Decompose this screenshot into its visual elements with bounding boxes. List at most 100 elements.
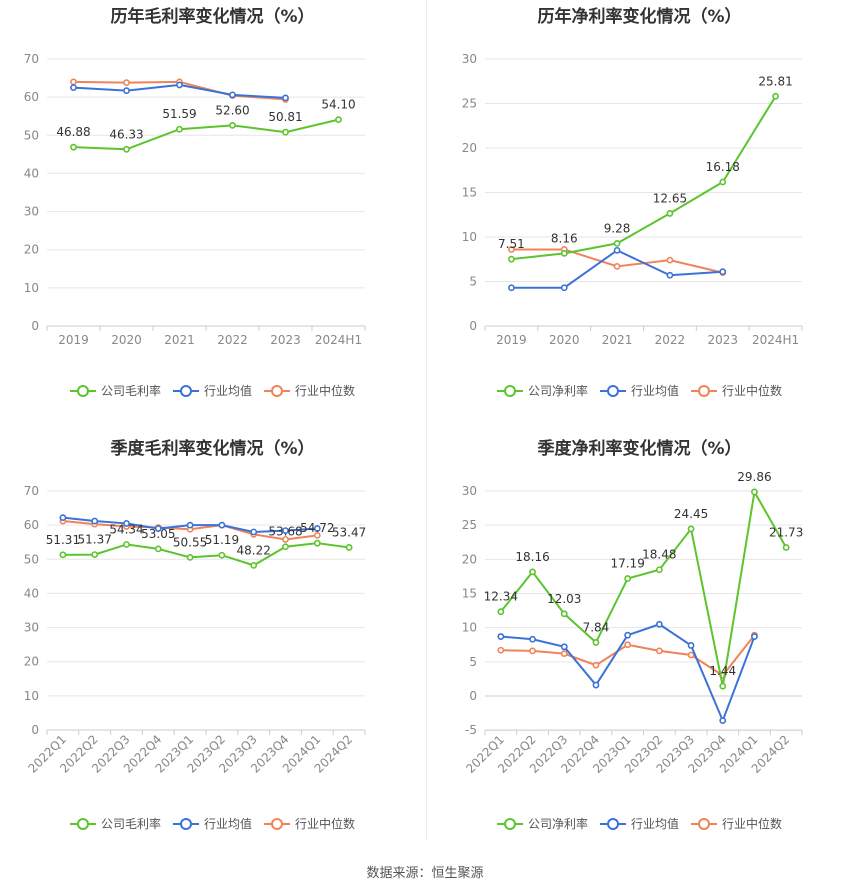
data-point xyxy=(335,116,342,124)
data-point xyxy=(282,536,289,543)
data-label: 51.19 xyxy=(205,533,239,547)
data-label: 48.22 xyxy=(237,543,271,557)
data-point xyxy=(613,240,621,247)
legend-item[interactable]: 行业均值 xyxy=(599,382,679,399)
legend-item[interactable]: 行业中位数 xyxy=(691,382,782,399)
data-label: 24.45 xyxy=(674,507,708,521)
data-label: 51.37 xyxy=(78,533,112,547)
y-tick-label: 10 xyxy=(24,689,39,703)
data-label: 29.86 xyxy=(737,470,771,484)
data-label: 16.18 xyxy=(706,160,740,174)
data-point xyxy=(229,91,236,99)
data-point xyxy=(123,145,130,153)
y-tick-label: 70 xyxy=(24,52,39,66)
data-point xyxy=(560,249,568,257)
data-point xyxy=(560,610,568,618)
data-point xyxy=(560,643,568,651)
data-point xyxy=(508,255,515,263)
y-tick-label: 20 xyxy=(24,243,39,257)
x-tick-label: 2020 xyxy=(111,333,142,347)
chart-legend: 公司净利率 行业均值 行业中位数 xyxy=(427,382,850,400)
y-tick-label: 5 xyxy=(469,655,477,669)
series-line xyxy=(73,118,339,151)
y-tick-label: 0 xyxy=(31,319,39,333)
y-tick-label: 10 xyxy=(462,621,477,635)
legend-marker-icon xyxy=(599,817,626,830)
y-tick-label: 10 xyxy=(24,281,39,295)
legend-label: 公司毛利率 xyxy=(100,817,161,831)
legend-label: 行业中位数 xyxy=(722,384,783,398)
chart-title: 季度毛利率变化情况（%） xyxy=(110,439,315,459)
data-point xyxy=(655,566,663,574)
data-point xyxy=(282,94,289,102)
data-label: 25.81 xyxy=(758,74,792,88)
legend-marker-icon xyxy=(691,384,717,397)
x-tick-label: 2021 xyxy=(164,333,195,347)
legend-item[interactable]: 行业均值 xyxy=(172,382,252,399)
chart-quarterly-gross: 0102030405060702022Q12022Q22022Q32022Q42… xyxy=(24,484,367,776)
legend-marker-icon xyxy=(264,817,290,830)
data-point xyxy=(59,514,67,522)
legend-marker-icon xyxy=(691,817,717,830)
legend-item[interactable]: 行业均值 xyxy=(172,815,252,832)
y-tick-label: 50 xyxy=(24,552,39,566)
data-label: 53.47 xyxy=(332,525,366,539)
legend-marker-icon xyxy=(599,384,626,397)
chart-title: 季度净利率变化情况（%） xyxy=(537,439,742,459)
data-point xyxy=(313,531,321,539)
legend-item[interactable]: 公司毛利率 xyxy=(69,382,161,399)
x-tick-label: 2022 xyxy=(655,333,686,347)
data-point xyxy=(592,681,600,689)
data-point xyxy=(123,520,130,527)
y-tick-label: 10 xyxy=(462,230,477,244)
legend-marker-icon xyxy=(69,817,96,830)
legend-marker-icon xyxy=(69,384,96,397)
data-point xyxy=(666,210,674,217)
data-label: 9.28 xyxy=(604,221,631,235)
data-point xyxy=(719,717,727,724)
legend-item[interactable]: 公司净利率 xyxy=(496,382,588,399)
data-label: 18.16 xyxy=(515,550,549,564)
legend-item[interactable]: 公司净利率 xyxy=(496,815,588,832)
legend-item[interactable]: 公司毛利率 xyxy=(69,815,161,832)
data-point xyxy=(218,551,226,559)
data-point xyxy=(655,620,663,628)
data-point xyxy=(687,651,695,659)
data-point xyxy=(154,545,162,553)
data-point xyxy=(91,551,99,559)
x-tick-label: 2024H1 xyxy=(752,333,799,347)
y-tick-label: -5 xyxy=(465,723,477,737)
y-tick-label: 5 xyxy=(469,275,477,289)
legend-label: 行业均值 xyxy=(630,817,679,831)
legend-label: 公司净利率 xyxy=(527,817,588,831)
data-point xyxy=(751,488,758,496)
chart-legend: 公司毛利率 行业均值 行业中位数 xyxy=(0,382,425,400)
legend-marker-icon xyxy=(172,817,199,830)
x-tick-label: 2022 xyxy=(217,333,248,347)
legend-item[interactable]: 行业均值 xyxy=(599,815,679,832)
chart-legend: 公司净利率 行业均值 行业中位数 xyxy=(427,815,850,833)
data-point xyxy=(229,121,236,129)
legend-label: 公司净利率 xyxy=(527,384,588,398)
data-point xyxy=(624,641,632,649)
data-point xyxy=(666,256,674,264)
legend-marker-icon xyxy=(496,384,523,397)
data-point xyxy=(70,84,77,92)
legend-item[interactable]: 行业中位数 xyxy=(691,815,782,832)
data-label: 54.10 xyxy=(321,98,355,112)
legend-label: 公司毛利率 xyxy=(100,384,161,398)
legend-label: 行业中位数 xyxy=(295,384,356,398)
x-tick-label: 2019 xyxy=(58,333,89,347)
data-point xyxy=(91,517,99,525)
data-point xyxy=(719,178,727,186)
y-tick-label: 0 xyxy=(31,723,39,737)
legend-item[interactable]: 行业中位数 xyxy=(264,815,355,832)
data-point xyxy=(123,541,130,548)
data-point xyxy=(529,568,536,576)
y-tick-label: 15 xyxy=(462,587,477,601)
data-label: 17.19 xyxy=(610,557,644,571)
legend-item[interactable]: 行业中位数 xyxy=(264,382,355,399)
data-point xyxy=(123,79,130,87)
data-label: 54.72 xyxy=(300,521,334,535)
data-point xyxy=(592,661,600,669)
